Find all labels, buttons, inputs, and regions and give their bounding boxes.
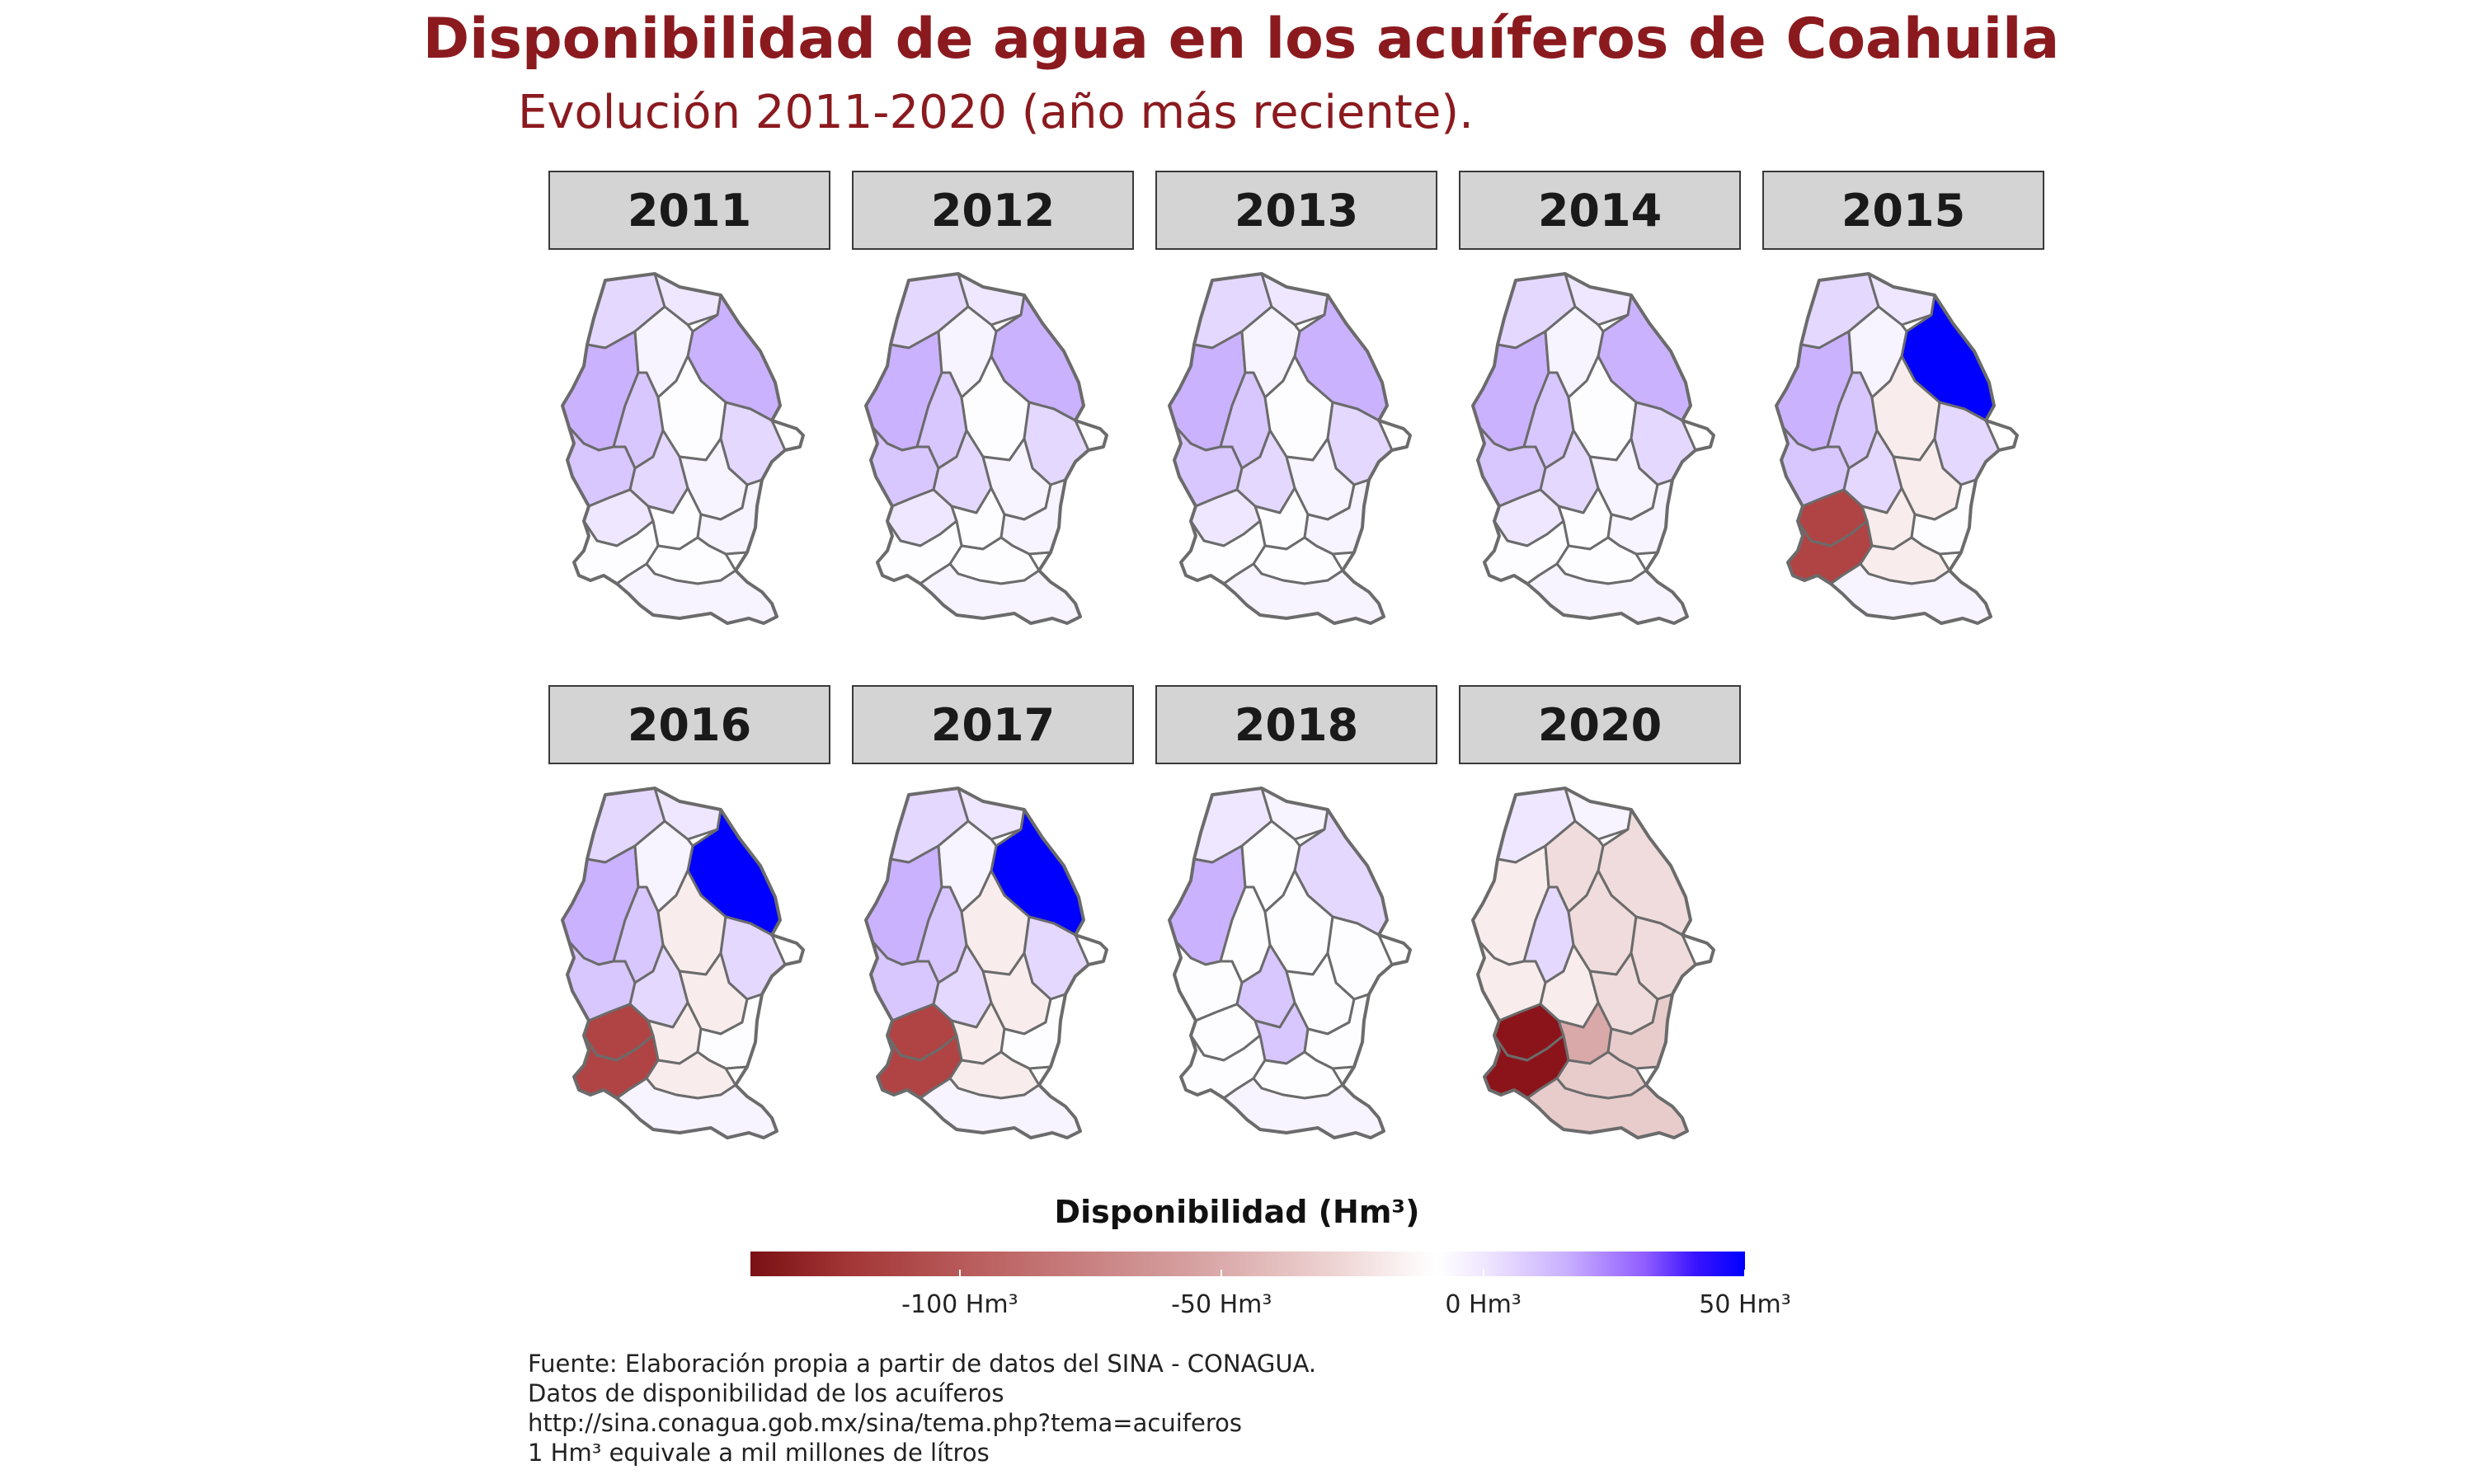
facet-year-label: 2014 bbox=[1538, 185, 1662, 237]
legend-tick-mark bbox=[1744, 1270, 1746, 1276]
facet-year-label: 2015 bbox=[1841, 185, 1965, 237]
state-outline bbox=[1471, 787, 1715, 1139]
coahuila-map bbox=[1168, 787, 1412, 1139]
facet-strip bbox=[852, 685, 1134, 764]
state-outline bbox=[561, 272, 805, 625]
legend-tick-mark bbox=[1482, 1270, 1484, 1276]
facet-strip bbox=[1155, 685, 1437, 764]
coahuila-map bbox=[1168, 272, 1412, 625]
facet-panel-2013: 2013 bbox=[1155, 171, 1437, 625]
coahuila-map bbox=[1775, 272, 2019, 625]
facet-panel-2017: 2017 bbox=[852, 685, 1134, 1139]
facet-panel-2012: 2012 bbox=[852, 171, 1134, 625]
facet-strip bbox=[1459, 685, 1741, 764]
facet-maps: 2011 2012 2013 2014 2015 2016 2017 2018 2020 bbox=[548, 171, 2044, 1139]
legend-tick-mark bbox=[958, 1270, 961, 1276]
facet-panel-2020: 2020 bbox=[1459, 685, 1741, 1139]
facet-strip bbox=[1155, 171, 1437, 250]
facet-year-label: 2011 bbox=[628, 185, 751, 237]
facet-panel-2018: 2018 bbox=[1155, 685, 1437, 1139]
facet-strip bbox=[1762, 171, 2044, 250]
facet-strip bbox=[852, 171, 1134, 250]
legend-title: Disponibilidad (Hm³) bbox=[1054, 1194, 1420, 1230]
state-outline bbox=[1168, 787, 1412, 1139]
coahuila-map bbox=[864, 787, 1108, 1139]
facet-panel-2011: 2011 bbox=[548, 171, 830, 625]
state-outline bbox=[1471, 272, 1715, 625]
source-line: http://sina.conagua.gob.mx/sina/tema.php… bbox=[528, 1409, 1242, 1437]
facet-panel-2014: 2014 bbox=[1459, 171, 1741, 625]
facet-strip bbox=[548, 171, 830, 250]
facet-strip bbox=[1459, 171, 1741, 250]
legend-colorbar bbox=[750, 1252, 1745, 1276]
chart-subtitle: Evolución 2011-2020 (año más reciente). bbox=[518, 86, 1474, 139]
legend-tick-label: 50 Hm³ bbox=[1699, 1290, 1791, 1319]
coahuila-map bbox=[1471, 787, 1715, 1139]
state-outline bbox=[561, 787, 805, 1139]
facet-panel-2015: 2015 bbox=[1762, 171, 2044, 625]
facet-year-label: 2013 bbox=[1235, 185, 1358, 237]
coahuila-map bbox=[864, 272, 1108, 625]
source-note: Fuente: Elaboración propia a partir de d… bbox=[528, 1349, 1316, 1468]
coahuila-map bbox=[561, 787, 805, 1139]
legend-tick-label: -50 Hm³ bbox=[1171, 1290, 1272, 1319]
legend-tick-label: 0 Hm³ bbox=[1445, 1290, 1522, 1319]
source-line: Fuente: Elaboración propia a partir de d… bbox=[528, 1350, 1317, 1378]
chart-title: Disponibilidad de agua en los acuíferos … bbox=[422, 7, 2060, 72]
legend-tick-label: -100 Hm³ bbox=[901, 1290, 1018, 1319]
facet-year-label: 2016 bbox=[628, 699, 751, 751]
state-outline bbox=[1168, 272, 1412, 625]
coahuila-map bbox=[1471, 272, 1715, 625]
facet-year-label: 2018 bbox=[1235, 699, 1358, 751]
coahuila-map bbox=[561, 272, 805, 625]
facet-year-label: 2017 bbox=[931, 699, 1055, 751]
source-line: Datos de disponibilidad de los acuíferos bbox=[528, 1379, 1004, 1407]
state-outline bbox=[1775, 272, 2019, 625]
facet-strip bbox=[548, 685, 830, 764]
source-line: 1 Hm³ equivale a mil millones de lítros bbox=[528, 1439, 990, 1467]
facet-year-label: 2020 bbox=[1538, 699, 1662, 751]
state-outline bbox=[864, 787, 1108, 1139]
facet-panel-2016: 2016 bbox=[548, 685, 830, 1139]
state-outline bbox=[864, 272, 1108, 625]
facet-year-label: 2012 bbox=[931, 185, 1055, 237]
legend-tick-mark bbox=[1221, 1270, 1223, 1276]
